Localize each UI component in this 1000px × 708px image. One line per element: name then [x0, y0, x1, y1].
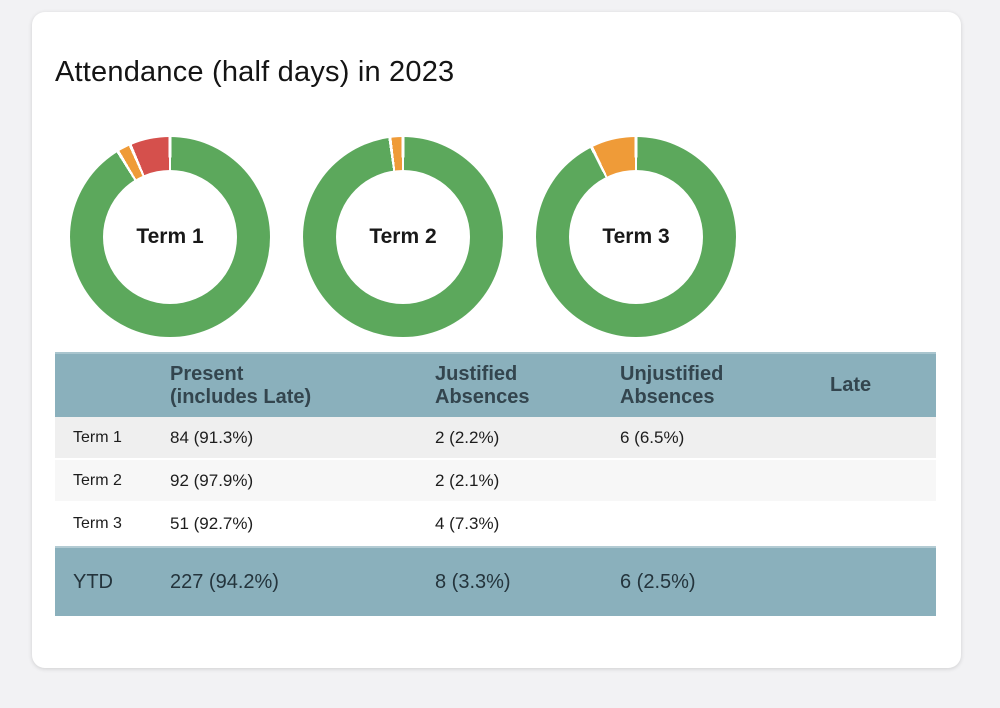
donut-chart-term-3: Term 3: [536, 137, 736, 337]
cell-present: 92 (97.9%): [170, 470, 254, 490]
table-total-row-ytd: YTD 227 (94.2%) 8 (3.3%) 6 (2.5%): [55, 546, 936, 616]
donut-hole: [336, 170, 470, 304]
page-title: Attendance (half days) in 2023: [55, 56, 455, 88]
cell-present: 51 (92.7%): [170, 513, 254, 533]
donut-hole: [103, 170, 237, 304]
cell-unjustified: 6 (2.5%): [620, 570, 696, 593]
donut-label-term-3: Term 3: [602, 225, 670, 248]
header-unjustified-absences: Unjustified Absences: [620, 362, 724, 408]
donut-chart-term-1: Term 1: [70, 137, 270, 337]
donut-label-term-1: Term 1: [136, 225, 204, 248]
cell-justified: 2 (2.2%): [435, 427, 500, 447]
cell-term-label: Term 3: [73, 514, 122, 532]
attendance-table: Present (includes Late) Justified Absenc…: [55, 352, 936, 616]
cell-term-label: Term 2: [73, 471, 122, 489]
attendance-card: Attendance (half days) in 2023 Term 1 Te…: [32, 12, 961, 668]
donut-label-term-2: Term 2: [369, 225, 437, 248]
header-justified-absences: Justified Absences: [435, 362, 530, 408]
donut-chart-row: Term 1 Term 2 Term 3: [70, 137, 736, 337]
cell-term-label: Term 1: [73, 428, 122, 446]
header-present: Present (includes Late): [170, 362, 312, 408]
table-row-term-2: Term 2 92 (97.9%) 2 (2.1%): [55, 460, 936, 503]
cell-present: 227 (94.2%): [170, 570, 279, 593]
cell-justified: 8 (3.3%): [435, 570, 511, 593]
cell-justified: 2 (2.1%): [435, 470, 500, 490]
donut-chart-term-2: Term 2: [303, 137, 503, 337]
table-header-row: Present (includes Late) Justified Absenc…: [55, 352, 936, 417]
table-row-term-3: Term 3 51 (92.7%) 4 (7.3%): [55, 503, 936, 546]
table-row-term-1: Term 1 84 (91.3%) 2 (2.2%) 6 (6.5%): [55, 417, 936, 460]
cell-unjustified: 6 (6.5%): [620, 427, 685, 447]
cell-present: 84 (91.3%): [170, 427, 254, 447]
cell-justified: 4 (7.3%): [435, 513, 500, 533]
cell-term-label: YTD: [73, 570, 113, 593]
header-late: Late: [830, 374, 872, 396]
donut-hole: [569, 170, 703, 304]
